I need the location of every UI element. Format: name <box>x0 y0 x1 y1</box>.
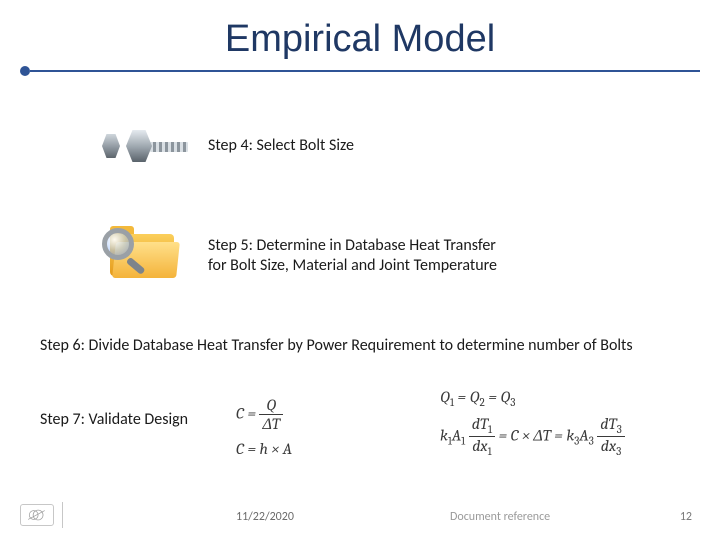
k3: k <box>566 427 574 445</box>
eq-C-hA: C = h × A <box>236 440 292 458</box>
mid-CdT: = C × ΔT = <box>499 427 567 445</box>
A3: A <box>579 427 588 445</box>
dx3: dx <box>601 437 616 455</box>
folder-search-icon <box>100 224 190 288</box>
eq1-den: ΔT <box>259 415 282 434</box>
A1: A <box>452 427 461 445</box>
dT3: dT <box>600 415 616 433</box>
dx1-sub: 1 <box>488 446 492 459</box>
eq2-times: × <box>268 440 283 458</box>
bolt-icon <box>100 122 190 170</box>
eq2-op: = <box>244 440 260 458</box>
step-5-line1: Step 5: Determine in Database Heat Trans… <box>208 236 497 256</box>
eq1-lhs: C <box>236 405 244 423</box>
dx1: dx <box>472 437 487 455</box>
dT1-sub: 1 <box>488 423 492 436</box>
dT3-sub: 3 <box>617 423 622 436</box>
eq2-lhs: C <box>236 440 244 458</box>
step-5-row: Step 5: Determine in Database Heat Trans… <box>100 224 497 288</box>
eq1-num: Q <box>263 396 279 414</box>
formula-right: Q1 = Q2 = Q3 k1A1 dT1 dx1 = C × ΔT = k3A… <box>440 388 625 465</box>
k1: k <box>440 427 448 445</box>
step-7-text: Step 7: Validate Design <box>40 410 188 430</box>
dT1: dT <box>472 415 488 433</box>
footer-date: 11/22/2020 <box>236 510 294 524</box>
eq2-h: h <box>259 440 267 458</box>
step-5-line2: for Bolt Size, Material and Joint Temper… <box>208 256 497 276</box>
q2-sym: Q <box>470 388 480 406</box>
cern-logo-icon <box>20 504 54 526</box>
eq-C-Q-over-dT: C = Q ΔT <box>236 396 292 434</box>
eq1-frac: Q ΔT <box>259 396 282 434</box>
step-6-row: Step 6: Divide Database Heat Transfer by… <box>40 336 633 356</box>
A3-sub: 3 <box>589 435 594 448</box>
q-eq2: = <box>485 388 501 406</box>
footer-divider <box>62 502 63 528</box>
step-5-text: Step 5: Determine in Database Heat Trans… <box>208 236 497 276</box>
step-4-row: Step 4: Select Bolt Size <box>100 122 354 170</box>
step-7-row: Step 7: Validate Design <box>40 410 188 430</box>
q1-sym: Q <box>440 388 450 406</box>
slide-footer: 11/22/2020 Document reference 12 <box>0 502 720 526</box>
footer-page-number: 12 <box>680 510 692 524</box>
frac-dT1-dx1: dT1 dx1 <box>469 415 495 458</box>
dx3-sub: 3 <box>616 446 621 459</box>
frac-dT3-dx3: dT3 dx3 <box>597 415 624 458</box>
step-6-text: Step 6: Divide Database Heat Transfer by… <box>40 336 633 356</box>
footer-docref: Document reference <box>450 510 550 524</box>
step-4-text: Step 4: Select Bolt Size <box>208 136 354 156</box>
q3-sym: Q <box>500 388 510 406</box>
q3-sub: 3 <box>510 396 515 409</box>
eq-Q1Q2Q3: Q1 = Q2 = Q3 <box>440 388 625 409</box>
eq1-op: = <box>244 405 260 423</box>
formula-left: C = Q ΔT C = h × A <box>236 396 292 464</box>
A1-sub: 1 <box>461 435 465 448</box>
q-eq1: = <box>454 388 470 406</box>
slide-content: Step 4: Select Bolt Size Step 5: Determi… <box>0 0 720 540</box>
eq-k1A1-k3A3: k1A1 dT1 dx1 = C × ΔT = k3A3 dT3 dx3 <box>440 415 625 458</box>
eq2-A: A <box>283 440 292 458</box>
